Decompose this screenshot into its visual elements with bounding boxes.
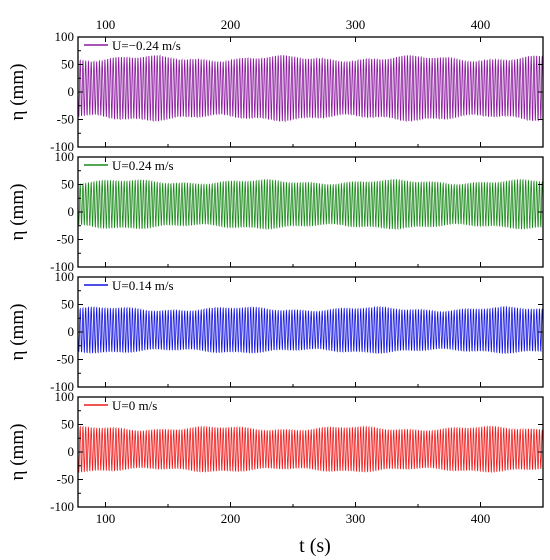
y-tick-label: 0: [68, 84, 75, 99]
series-line-2: [78, 178, 543, 230]
legend-label: U=0.14 m/s: [112, 278, 174, 293]
y-tick-label: 50: [61, 177, 74, 192]
x-tick-label-top: 200: [221, 17, 241, 32]
x-tick-label: 100: [96, 511, 116, 526]
x-axis-label: t (s): [299, 535, 331, 557]
x-tick-label: 300: [346, 511, 366, 526]
legend-label: U=0.24 m/s: [112, 158, 174, 173]
y-tick-label: -50: [57, 232, 74, 247]
x-tick-label: 200: [221, 511, 241, 526]
y-tick-label: -100: [50, 379, 74, 394]
y-tick-label: -100: [50, 499, 74, 514]
panel-3: -100 -50 0 50 100 η (mm) U=0.14 m/s: [7, 269, 544, 394]
y-tick-label: 50: [61, 417, 74, 432]
panel-1: -100 -50 0 50 100 η (mm) U=−0.24 m/s 100 200 300 4…: [7, 17, 544, 154]
panels-container: -100 -50 0 50 100 η (mm) U=−0.24 m/s 100 200 300 4…: [7, 17, 544, 526]
y-axis-label: η (mm): [7, 64, 28, 121]
y-tick-label: 100: [55, 389, 75, 404]
series-line-3: [78, 305, 543, 355]
x-tick-label-top: 300: [346, 17, 366, 32]
y-axis-label: η (mm): [7, 424, 28, 481]
x-tick-label-top: 400: [471, 17, 491, 32]
legend-label: U=0 m/s: [112, 398, 157, 413]
y-tick-label: 50: [61, 297, 74, 312]
legend-label: U=−0.24 m/s: [112, 38, 181, 53]
y-tick-label: 0: [68, 324, 75, 339]
y-tick-label: 50: [61, 57, 74, 72]
panel-2: -100 -50 0 50 100 η (mm) U=0.24 m/s: [7, 149, 544, 274]
y-tick-label: -50: [57, 112, 74, 127]
y-tick-label: 100: [55, 149, 75, 164]
y-tick-label: -50: [57, 352, 74, 367]
series-line-4: [78, 425, 543, 474]
series-line-1: [78, 54, 543, 123]
y-tick-label: 100: [55, 29, 75, 44]
y-axis-label: η (mm): [7, 184, 28, 241]
panel-4: -100 -50 0 50 100 η (mm) U=0 m/s 100 200 300 400: [7, 389, 544, 526]
y-tick-label: -100: [50, 259, 74, 274]
x-tick-label-top: 100: [96, 17, 116, 32]
x-tick-label: 400: [471, 511, 491, 526]
y-axis-label: η (mm): [7, 304, 28, 361]
y-tick-label: 0: [68, 204, 75, 219]
y-tick-label: -100: [50, 139, 74, 154]
y-tick-label: 100: [55, 269, 75, 284]
y-tick-label: 0: [68, 444, 75, 459]
y-tick-label: -50: [57, 472, 74, 487]
